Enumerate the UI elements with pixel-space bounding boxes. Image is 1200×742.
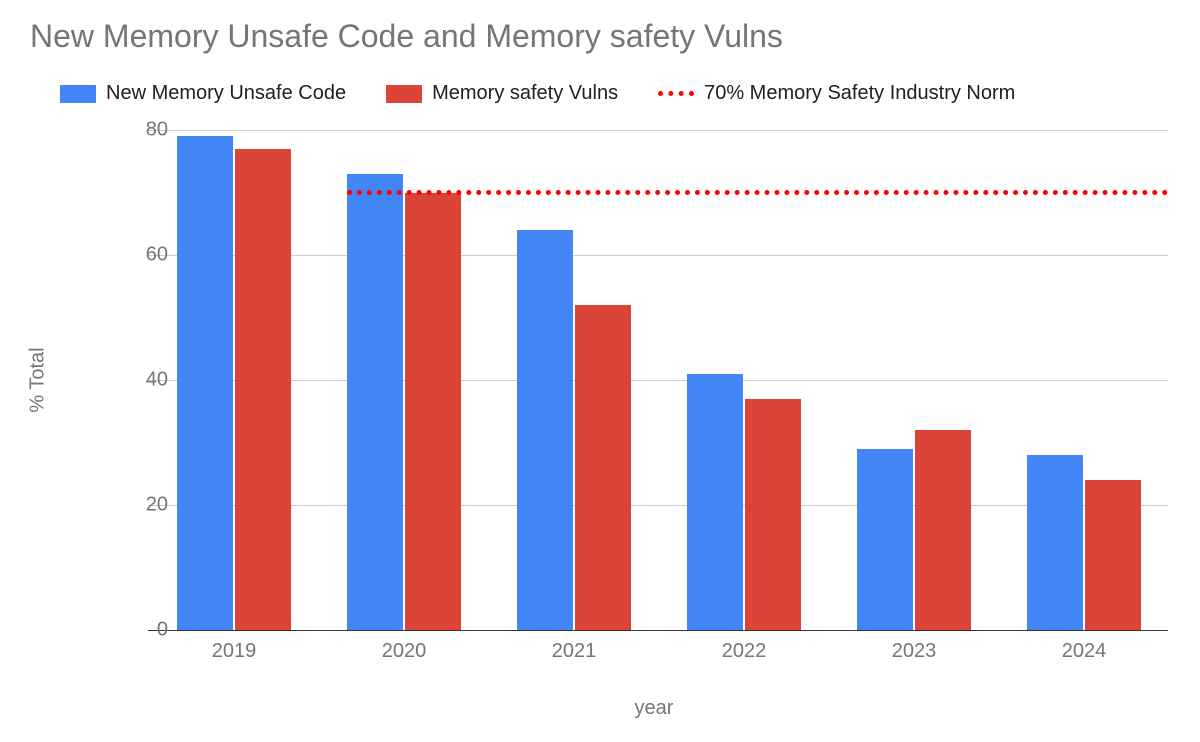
gridline bbox=[148, 130, 1168, 131]
legend-item-series2: Memory safety Vulns bbox=[386, 82, 618, 105]
legend-item-series1: New Memory Unsafe Code bbox=[60, 82, 346, 105]
legend-swatch-3 bbox=[658, 91, 694, 96]
y-tick-label: 80 bbox=[146, 119, 168, 142]
bar bbox=[915, 430, 971, 630]
legend-swatch-2 bbox=[386, 85, 422, 103]
bar bbox=[745, 399, 801, 630]
x-axis-label: year bbox=[635, 697, 674, 720]
bar bbox=[857, 449, 913, 630]
y-tick-label: 0 bbox=[157, 619, 168, 642]
x-tick-label: 2022 bbox=[722, 640, 767, 663]
x-tick-label: 2024 bbox=[1062, 640, 1107, 663]
x-tick-label: 2019 bbox=[212, 640, 257, 663]
y-tick-label: 20 bbox=[146, 494, 168, 517]
legend-swatch-1 bbox=[60, 85, 96, 103]
gridline bbox=[148, 505, 1168, 506]
bar bbox=[687, 374, 743, 630]
y-tick-label: 60 bbox=[146, 244, 168, 267]
bar bbox=[177, 136, 233, 630]
reference-line bbox=[347, 190, 1168, 195]
bar bbox=[405, 193, 461, 631]
chart-title: New Memory Unsafe Code and Memory safety… bbox=[30, 18, 783, 55]
y-tick-label: 40 bbox=[146, 369, 168, 392]
x-tick-label: 2021 bbox=[552, 640, 597, 663]
bar bbox=[575, 305, 631, 630]
legend-label-2: Memory safety Vulns bbox=[432, 82, 618, 105]
y-axis-label: % Total bbox=[27, 347, 50, 412]
legend-label-3: 70% Memory Safety Industry Norm bbox=[704, 82, 1015, 105]
legend-item-refline: 70% Memory Safety Industry Norm bbox=[658, 82, 1015, 105]
bar bbox=[1027, 455, 1083, 630]
gridline bbox=[148, 630, 1168, 631]
legend: New Memory Unsafe Code Memory safety Vul… bbox=[60, 82, 1015, 105]
bar bbox=[1085, 480, 1141, 630]
x-tick-label: 2020 bbox=[382, 640, 427, 663]
x-tick-label: 2023 bbox=[892, 640, 937, 663]
gridline bbox=[148, 380, 1168, 381]
bar bbox=[347, 174, 403, 630]
gridline bbox=[148, 255, 1168, 256]
legend-label-1: New Memory Unsafe Code bbox=[106, 82, 346, 105]
bar bbox=[235, 149, 291, 630]
bar bbox=[517, 230, 573, 630]
plot-area bbox=[148, 130, 1168, 630]
